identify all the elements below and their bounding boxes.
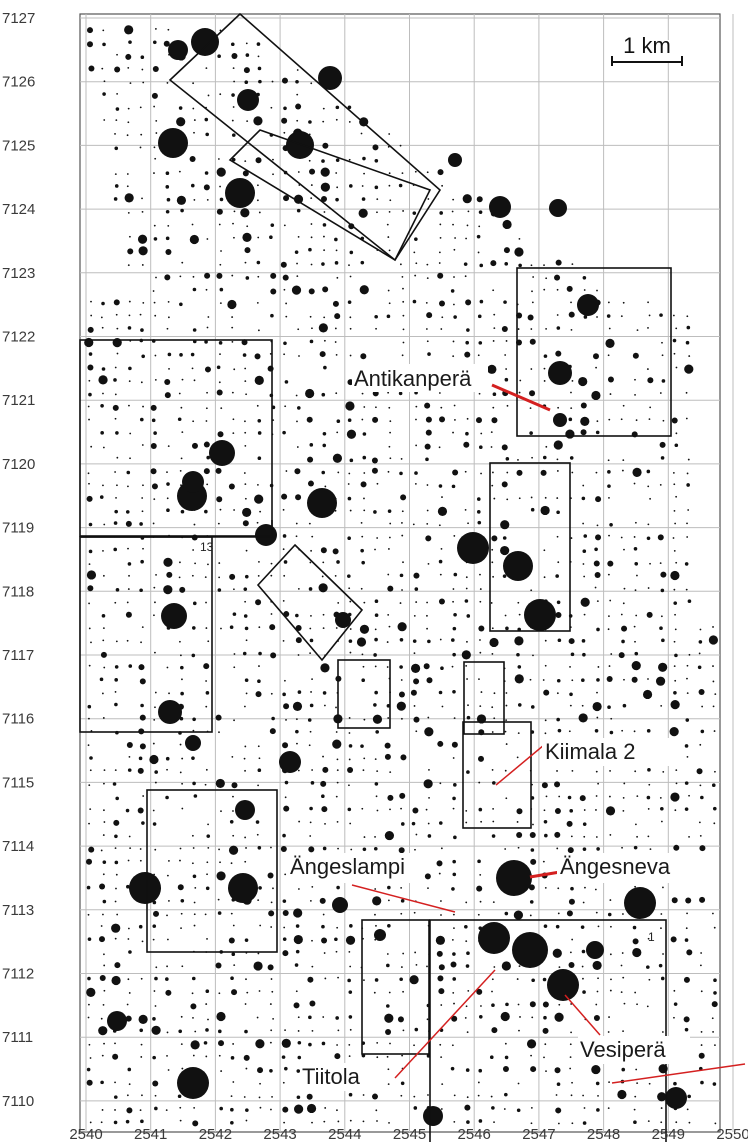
y-axis-label: 7119 bbox=[2, 520, 34, 537]
y-axis-label: 7127 bbox=[2, 10, 35, 27]
place-angesneva: Ängesneva bbox=[557, 853, 719, 883]
y-axis-label: 7120 bbox=[2, 456, 35, 473]
x-axis-label: 2542 bbox=[199, 1126, 232, 1142]
x-axis-label: 2540 bbox=[69, 1126, 102, 1142]
label-pointers bbox=[351, 383, 746, 1084]
place-tiitola: Tiitola bbox=[300, 1063, 380, 1091]
coordinate-grid bbox=[79, 13, 734, 1133]
y-axis-label: 7125 bbox=[2, 137, 35, 154]
grid-annotation-1: 1 bbox=[648, 930, 655, 944]
y-axis-label: 7118 bbox=[2, 583, 34, 600]
place-label-kiimala2: Kiimala 2 bbox=[545, 739, 635, 764]
place-label-tiitola: Tiitola bbox=[302, 1064, 361, 1089]
x-axis-label: 2541 bbox=[134, 1126, 167, 1142]
place-label-vesipera: Vesiperä bbox=[580, 1037, 666, 1062]
sample-points bbox=[84, 25, 718, 1127]
y-axis-label: 7122 bbox=[2, 329, 35, 346]
y-axis-label: 7126 bbox=[2, 74, 35, 91]
x-axis-label: 2548 bbox=[587, 1126, 620, 1142]
scale-bar-label: 1 km bbox=[623, 33, 671, 58]
x-axis-label: 2544 bbox=[328, 1126, 361, 1142]
x-axis-label: 2549 bbox=[652, 1126, 685, 1142]
place-label-antikanpera: Antikanperä bbox=[354, 366, 472, 391]
place-vesipera: Vesiperä bbox=[578, 1036, 690, 1064]
place-label-angeslampi: Ängeslampi bbox=[290, 854, 405, 879]
y-axis-label: 7112 bbox=[2, 966, 34, 983]
y-axis-label: 7110 bbox=[2, 1093, 34, 1110]
x-axis-labels: 2540 2541 2542 2543 2544 2545 2546 2547 2548 2549… bbox=[69, 1126, 748, 1142]
y-axis-label: 7113 bbox=[2, 902, 34, 919]
y-axis-label: 7124 bbox=[2, 201, 35, 218]
x-axis-label: 2545 bbox=[393, 1126, 426, 1142]
place-kiimala2: Kiimala 2 bbox=[542, 738, 678, 766]
place-antikanpera: Antikanperä bbox=[352, 364, 488, 392]
y-axis-label: 7114 bbox=[2, 838, 34, 855]
survey-areas bbox=[79, 12, 672, 1142]
y-axis-label: 7116 bbox=[2, 711, 34, 728]
x-axis-label: 2546 bbox=[458, 1126, 491, 1142]
x-axis-label: 2547 bbox=[522, 1126, 555, 1142]
y-axis-label: 7123 bbox=[2, 265, 35, 282]
place-angeslampi: Ängeslampi bbox=[288, 853, 416, 883]
x-axis-label: 2543 bbox=[263, 1126, 296, 1142]
y-axis-labels: 7127 7126 7125 7124 7123 7122 7121 7120 7119 7118… bbox=[2, 10, 35, 1110]
scale-bar: 1 km bbox=[610, 33, 684, 66]
y-axis-label: 7121 bbox=[2, 392, 35, 409]
y-axis-label: 7117 bbox=[2, 647, 34, 664]
place-label-angesneva: Ängesneva bbox=[560, 854, 671, 879]
grid-annotation-13: 13 bbox=[200, 540, 214, 554]
x-axis-label: 2550 bbox=[716, 1126, 748, 1142]
y-axis-label: 7115 bbox=[2, 774, 34, 791]
y-axis-label: 7111 bbox=[2, 1029, 33, 1046]
